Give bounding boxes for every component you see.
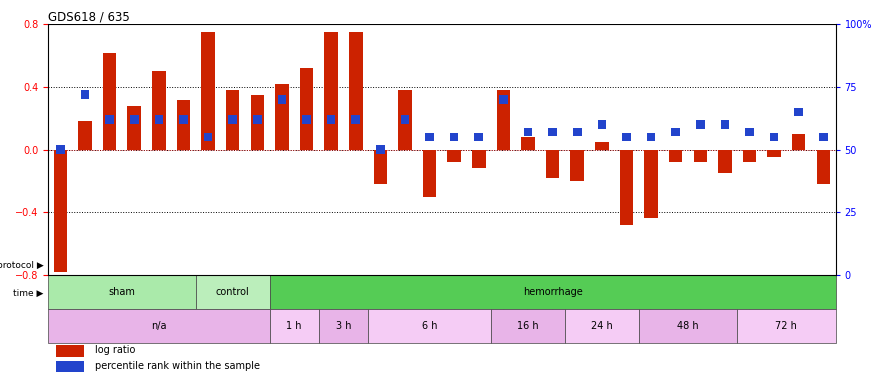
Bar bbox=[598, 120, 606, 129]
Bar bbox=[128, 106, 141, 150]
Bar bbox=[639, 309, 737, 343]
Bar bbox=[48, 309, 270, 343]
Bar bbox=[696, 120, 704, 129]
Bar bbox=[270, 309, 318, 343]
Bar bbox=[743, 150, 756, 162]
Bar bbox=[179, 115, 188, 124]
Text: control: control bbox=[216, 287, 249, 297]
Text: 24 h: 24 h bbox=[591, 321, 612, 331]
Bar bbox=[671, 128, 680, 136]
Bar bbox=[374, 150, 387, 184]
Bar bbox=[816, 150, 830, 184]
Bar bbox=[398, 90, 412, 150]
Bar bbox=[546, 150, 559, 178]
Bar bbox=[447, 150, 461, 162]
Bar bbox=[620, 150, 634, 225]
Bar bbox=[497, 90, 510, 150]
Bar bbox=[105, 115, 114, 124]
Bar bbox=[318, 309, 368, 343]
Bar bbox=[277, 95, 286, 104]
Bar bbox=[694, 150, 707, 162]
Bar bbox=[401, 115, 410, 124]
Bar bbox=[349, 32, 362, 150]
Bar bbox=[302, 115, 311, 124]
Bar bbox=[767, 150, 780, 158]
Bar bbox=[474, 133, 483, 141]
Bar bbox=[524, 128, 532, 136]
Text: 1 h: 1 h bbox=[286, 321, 302, 331]
Bar bbox=[275, 84, 289, 150]
Bar bbox=[491, 309, 565, 343]
Bar bbox=[770, 133, 779, 141]
Text: 16 h: 16 h bbox=[517, 321, 539, 331]
Bar bbox=[565, 309, 639, 343]
Text: 6 h: 6 h bbox=[422, 321, 438, 331]
Text: GDS618 / 635: GDS618 / 635 bbox=[48, 10, 130, 23]
Bar bbox=[737, 309, 836, 343]
Bar bbox=[794, 108, 803, 116]
Bar bbox=[201, 32, 215, 150]
Bar bbox=[250, 95, 264, 150]
Text: 72 h: 72 h bbox=[775, 321, 797, 331]
Bar bbox=[718, 150, 732, 173]
Bar bbox=[53, 150, 67, 272]
Bar bbox=[325, 32, 338, 150]
Text: protocol ▶: protocol ▶ bbox=[0, 261, 44, 270]
Bar bbox=[130, 115, 138, 124]
Bar bbox=[595, 142, 609, 150]
Bar bbox=[226, 90, 240, 150]
Bar bbox=[819, 133, 828, 141]
Bar bbox=[204, 133, 213, 141]
Text: 48 h: 48 h bbox=[677, 321, 699, 331]
Bar bbox=[78, 122, 92, 150]
Bar bbox=[155, 115, 163, 124]
Bar bbox=[196, 275, 270, 309]
Bar bbox=[450, 133, 458, 141]
Bar bbox=[228, 115, 237, 124]
Bar bbox=[746, 128, 753, 136]
Bar bbox=[56, 145, 65, 154]
Bar bbox=[792, 134, 806, 150]
Text: hemorrhage: hemorrhage bbox=[522, 287, 583, 297]
Bar bbox=[522, 137, 535, 150]
Bar bbox=[56, 361, 84, 372]
Bar bbox=[253, 115, 262, 124]
Bar bbox=[573, 128, 582, 136]
Bar bbox=[472, 150, 486, 168]
Text: 3 h: 3 h bbox=[336, 321, 351, 331]
Bar bbox=[622, 133, 631, 141]
Bar bbox=[721, 120, 729, 129]
Bar bbox=[300, 68, 313, 150]
Text: percentile rank within the sample: percentile rank within the sample bbox=[95, 362, 261, 371]
Bar bbox=[48, 275, 196, 309]
Bar bbox=[668, 150, 682, 162]
Bar bbox=[376, 145, 385, 154]
Text: time ▶: time ▶ bbox=[13, 289, 44, 298]
Bar bbox=[352, 115, 360, 124]
Bar bbox=[152, 71, 165, 150]
Bar bbox=[423, 150, 437, 196]
Bar bbox=[647, 133, 655, 141]
Bar bbox=[368, 309, 491, 343]
Bar bbox=[549, 128, 556, 136]
Bar bbox=[644, 150, 658, 219]
Bar bbox=[270, 275, 836, 309]
Bar bbox=[80, 90, 89, 99]
Bar bbox=[570, 150, 584, 181]
Bar bbox=[327, 115, 335, 124]
Text: sham: sham bbox=[108, 287, 136, 297]
Text: n/a: n/a bbox=[151, 321, 166, 331]
Bar bbox=[56, 345, 84, 357]
Bar bbox=[425, 133, 434, 141]
Text: log ratio: log ratio bbox=[95, 345, 136, 355]
Bar bbox=[499, 95, 507, 104]
Bar bbox=[177, 99, 190, 150]
Bar bbox=[103, 53, 116, 150]
